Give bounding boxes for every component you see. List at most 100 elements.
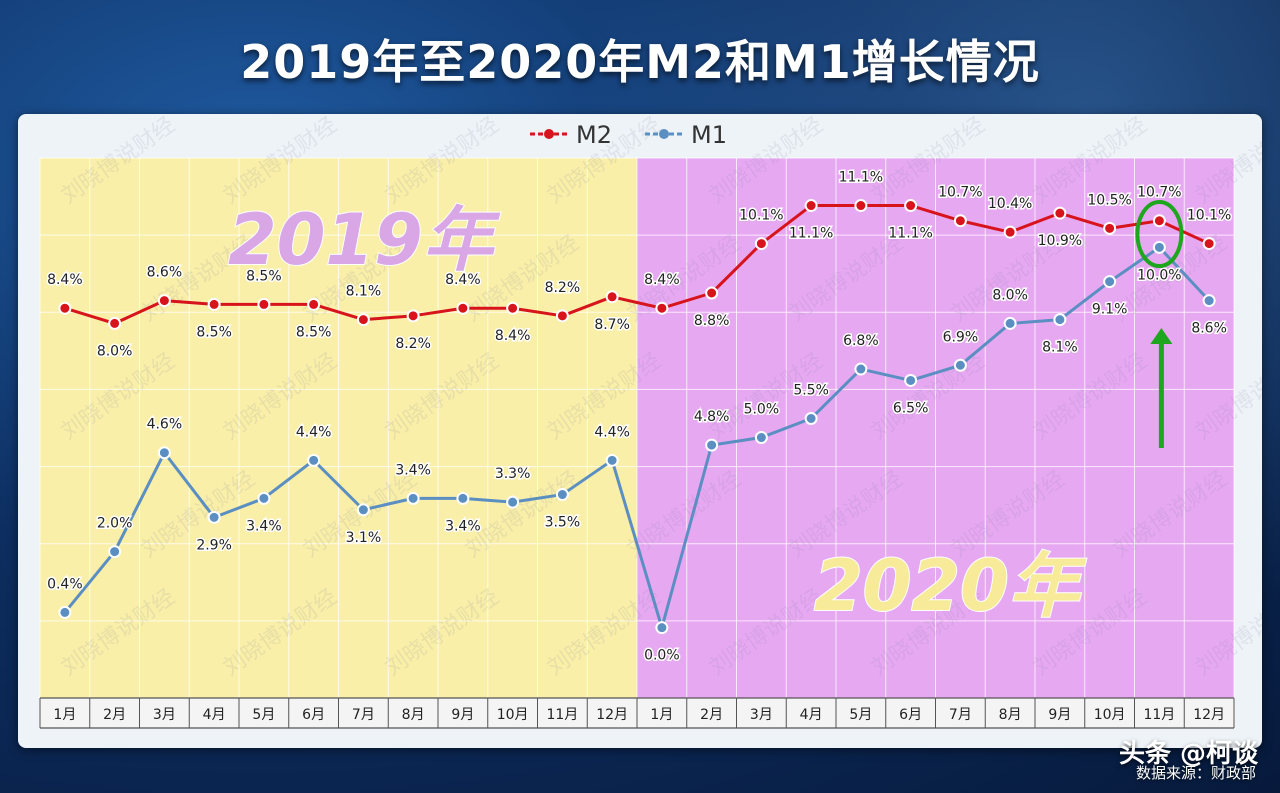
- data-label-M2: 10.7%: [1137, 185, 1181, 201]
- data-label-M1: 3.1%: [346, 530, 382, 546]
- data-point-M2: [207, 297, 221, 311]
- data-point-M1: [1103, 275, 1117, 289]
- data-label-M2: 8.2%: [545, 280, 581, 296]
- data-label-M2: 8.4%: [47, 272, 83, 288]
- data-point-M2: [754, 237, 768, 251]
- data-point-M2: [356, 313, 370, 327]
- data-label-M1: 4.4%: [594, 424, 630, 440]
- data-label-M2: 11.1%: [789, 226, 833, 242]
- data-point-M1: [854, 362, 868, 376]
- data-point-M2: [705, 286, 719, 300]
- data-label-M2: 8.1%: [346, 284, 382, 300]
- data-point-M2: [58, 301, 72, 315]
- data-point-M1: [804, 411, 818, 425]
- x-tick-label: 4月: [203, 707, 226, 723]
- x-tick-label: 8月: [402, 707, 425, 723]
- data-point-M2: [1202, 237, 1216, 251]
- data-label-M1: 6.5%: [893, 400, 929, 416]
- data-point-M1: [904, 373, 918, 387]
- data-label-M2: 8.6%: [147, 265, 183, 281]
- data-point-M2: [605, 290, 619, 304]
- data-point-M1: [605, 453, 619, 467]
- x-tick-label: 1月: [650, 707, 673, 723]
- data-label-M1: 4.4%: [296, 424, 332, 440]
- data-label-M2: 8.8%: [694, 313, 730, 329]
- x-tick-label: 10月: [1094, 707, 1126, 723]
- data-label-M2: 8.4%: [445, 272, 481, 288]
- data-point-M2: [406, 309, 420, 323]
- data-label-M1: 8.1%: [1042, 340, 1078, 356]
- data-point-M1: [307, 453, 321, 467]
- year-label-2019年: 2019年: [228, 199, 501, 281]
- x-tick-label: 2月: [103, 707, 126, 723]
- data-label-M1: 3.5%: [545, 515, 581, 531]
- series-line-M1: [63, 245, 1211, 630]
- x-tick-label: 4月: [800, 707, 823, 723]
- data-point-M1: [754, 431, 768, 445]
- data-point-M2: [953, 214, 967, 228]
- data-label-M2: 10.1%: [1187, 208, 1231, 224]
- footer-logo: 头条 @柯谈: [1118, 739, 1258, 769]
- data-label-M1: 5.0%: [744, 402, 780, 418]
- x-tick-label: 9月: [1048, 707, 1071, 723]
- highlight-arrow-head: [1150, 328, 1173, 344]
- data-point-M1: [655, 621, 669, 635]
- data-label-M2: 8.7%: [594, 317, 630, 333]
- data-label-M1: 3.4%: [246, 518, 282, 534]
- data-label-M1: 6.8%: [843, 333, 879, 349]
- x-tick-label: 7月: [352, 707, 375, 723]
- data-label-M1: 5.5%: [793, 382, 829, 398]
- data-label-M2: 8.4%: [644, 272, 680, 288]
- x-tick-label: 5月: [252, 707, 275, 723]
- data-label-M2: 10.4%: [988, 196, 1032, 212]
- data-point-M1: [506, 495, 520, 509]
- data-label-M2: 8.0%: [97, 343, 133, 359]
- highlight-ellipse: [1135, 200, 1184, 269]
- x-tick-label: 2月: [700, 707, 723, 723]
- data-point-M1: [456, 491, 470, 505]
- data-point-M1: [406, 491, 420, 505]
- x-tick-label: 3月: [153, 707, 176, 723]
- data-label-M2: 11.1%: [839, 170, 883, 186]
- legend-marker-M2: [544, 129, 554, 139]
- data-label-M2: 10.7%: [938, 185, 982, 201]
- data-point-M2: [555, 309, 569, 323]
- data-label-M2: 8.5%: [296, 324, 332, 340]
- data-label-M2: 10.1%: [739, 208, 783, 224]
- data-point-M2: [506, 301, 520, 315]
- data-point-M1: [157, 446, 171, 460]
- data-point-M2: [456, 301, 470, 315]
- data-label-M1: 2.0%: [97, 516, 133, 532]
- line-chart: 刘晓博说财经 刘晓博说财经 刘晓博说财经 刘晓博说财经 刘晓博说财经 刘晓博说财经 刘晓博说…: [39, 114, 1262, 729]
- data-point-M2: [1003, 225, 1017, 239]
- data-label-M1: 4.6%: [147, 417, 183, 433]
- data-point-M1: [207, 510, 221, 524]
- data-point-M2: [157, 294, 171, 308]
- data-label-M1: 0.0%: [644, 648, 680, 664]
- data-label-M1: 3.3%: [495, 466, 531, 482]
- data-point-M2: [1103, 221, 1117, 235]
- data-label-M1: 6.9%: [943, 329, 979, 345]
- legend-label-M1: M1: [691, 121, 727, 149]
- x-tick-label: 9月: [451, 707, 474, 723]
- data-point-M1: [1003, 316, 1017, 330]
- data-point-M2: [108, 316, 122, 330]
- legend-marker-M1: [659, 129, 669, 139]
- x-tick-label: 11月: [1143, 707, 1175, 723]
- data-label-M1: 3.4%: [395, 462, 431, 478]
- data-label-M1: 10.0%: [1137, 267, 1181, 283]
- data-point-M1: [108, 545, 122, 559]
- data-point-M2: [854, 199, 868, 213]
- x-tick-label: 7月: [949, 707, 972, 723]
- data-label-M2: 8.4%: [495, 328, 531, 344]
- data-point-M1: [953, 358, 967, 372]
- footer-source: 数据来源：财政部: [1135, 764, 1256, 782]
- data-label-M1: 0.4%: [47, 576, 83, 592]
- data-point-M1: [1053, 313, 1067, 327]
- data-point-M1: [555, 488, 569, 502]
- data-point-M1: [1202, 294, 1216, 308]
- data-label-M1: 3.4%: [445, 518, 481, 534]
- x-tick-label: 11月: [546, 707, 578, 723]
- x-tick-label: 10月: [497, 707, 529, 723]
- x-tick-label: 12月: [1193, 707, 1225, 723]
